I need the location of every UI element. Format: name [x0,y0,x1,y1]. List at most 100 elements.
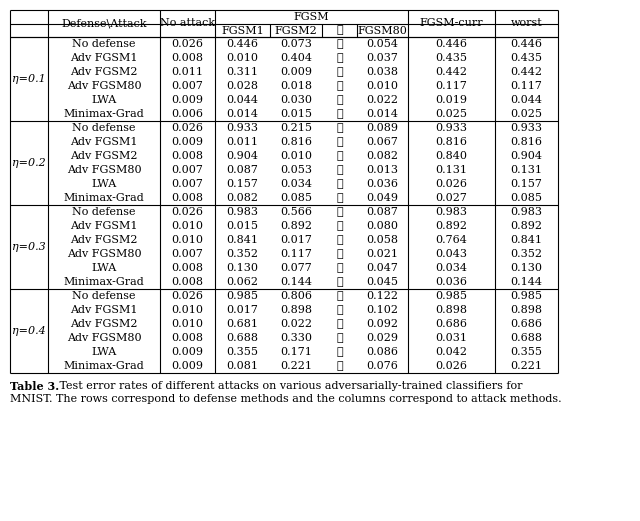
Text: 0.014: 0.014 [227,109,259,119]
Text: 0.009: 0.009 [172,137,204,147]
Text: ⋯: ⋯ [336,165,343,175]
Text: ⋯: ⋯ [336,151,343,161]
Text: 0.122: 0.122 [367,291,399,301]
Text: 0.144: 0.144 [280,277,312,287]
Text: 0.904: 0.904 [227,151,259,161]
Text: 0.026: 0.026 [172,207,204,217]
Text: 0.082: 0.082 [367,151,399,161]
Text: Minimax-Grad: Minimax-Grad [63,277,145,287]
Text: 0.221: 0.221 [280,361,312,371]
Text: Adv FGSM2: Adv FGSM2 [70,67,138,77]
Text: worst: worst [511,19,542,29]
Text: 0.089: 0.089 [367,123,399,133]
Text: 0.446: 0.446 [511,39,543,49]
Text: 0.018: 0.018 [280,81,312,91]
Text: η=0.3: η=0.3 [12,242,46,252]
Text: 0.157: 0.157 [227,179,259,189]
Text: ⋯: ⋯ [336,193,343,203]
Text: η=0.4: η=0.4 [12,326,46,336]
Text: Minimax-Grad: Minimax-Grad [63,193,145,203]
Text: ⋯: ⋯ [336,277,343,287]
Text: Adv FGSM1: Adv FGSM1 [70,53,138,63]
Text: 0.933: 0.933 [435,123,467,133]
Text: 0.009: 0.009 [172,347,204,357]
Text: 0.009: 0.009 [172,361,204,371]
Text: 0.130: 0.130 [227,263,259,273]
Text: 0.008: 0.008 [172,333,204,343]
Text: 0.171: 0.171 [280,347,312,357]
Text: 0.010: 0.010 [280,151,312,161]
Text: 0.008: 0.008 [172,277,204,287]
Text: ⋯: ⋯ [336,26,343,35]
Text: No defense: No defense [72,39,136,49]
Text: 0.026: 0.026 [172,123,204,133]
Text: 0.017: 0.017 [280,235,312,245]
Text: 0.446: 0.446 [435,39,467,49]
Text: 0.017: 0.017 [227,305,259,315]
Text: 0.086: 0.086 [367,347,399,357]
Text: Adv FGSM2: Adv FGSM2 [70,235,138,245]
Text: ⋯: ⋯ [336,109,343,119]
Text: 0.010: 0.010 [172,319,204,329]
Text: No defense: No defense [72,123,136,133]
Text: 0.008: 0.008 [172,53,204,63]
Text: 0.442: 0.442 [435,67,467,77]
Text: 0.026: 0.026 [172,39,204,49]
Text: η=0.1: η=0.1 [12,74,46,84]
Text: ⋯: ⋯ [336,347,343,357]
Text: FGSM80: FGSM80 [358,26,408,35]
Text: FGSM2: FGSM2 [275,26,317,35]
Text: No defense: No defense [72,291,136,301]
Text: 0.087: 0.087 [367,207,399,217]
Text: 0.435: 0.435 [511,53,543,63]
Text: ⋯: ⋯ [336,263,343,273]
Text: 0.117: 0.117 [436,81,467,91]
Text: 0.215: 0.215 [280,123,312,133]
Text: No defense: No defense [72,207,136,217]
Text: Adv FGSM1: Adv FGSM1 [70,305,138,315]
Text: 0.045: 0.045 [367,277,399,287]
Text: 0.006: 0.006 [172,109,204,119]
Text: 0.021: 0.021 [367,249,399,259]
Text: 0.067: 0.067 [367,137,399,147]
Text: 0.117: 0.117 [280,249,312,259]
Text: No attack: No attack [160,19,215,29]
Text: 0.157: 0.157 [511,179,543,189]
Text: 0.042: 0.042 [435,347,467,357]
Text: 0.008: 0.008 [172,263,204,273]
Text: 0.015: 0.015 [227,221,259,231]
Text: 0.221: 0.221 [511,361,543,371]
Text: ⋯: ⋯ [336,305,343,315]
Text: 0.026: 0.026 [435,179,467,189]
Text: 0.983: 0.983 [511,207,543,217]
Text: FGSM: FGSM [294,12,330,22]
Text: 0.031: 0.031 [435,333,467,343]
Text: 0.085: 0.085 [511,193,543,203]
Text: Adv FGSM80: Adv FGSM80 [67,165,141,175]
Text: LWA: LWA [92,95,116,105]
Text: 0.985: 0.985 [511,291,543,301]
Text: ⋯: ⋯ [336,81,343,91]
Text: Minimax-Grad: Minimax-Grad [63,361,145,371]
Text: ⋯: ⋯ [336,95,343,105]
Text: ⋯: ⋯ [336,179,343,189]
Text: LWA: LWA [92,347,116,357]
Text: 0.010: 0.010 [172,305,204,315]
Text: ⋯: ⋯ [336,67,343,77]
Text: Adv FGSM80: Adv FGSM80 [67,333,141,343]
Text: 0.008: 0.008 [172,151,204,161]
Text: Adv FGSM1: Adv FGSM1 [70,137,138,147]
Text: ⋯: ⋯ [336,123,343,133]
Text: LWA: LWA [92,179,116,189]
Text: ⋯: ⋯ [336,53,343,63]
Text: 0.034: 0.034 [280,179,312,189]
Text: 0.043: 0.043 [435,249,467,259]
Text: ⋯: ⋯ [336,235,343,245]
Text: 0.028: 0.028 [227,81,259,91]
Text: 0.008: 0.008 [172,193,204,203]
Text: Adv FGSM80: Adv FGSM80 [67,81,141,91]
Text: 0.933: 0.933 [511,123,543,133]
Text: 0.355: 0.355 [511,347,543,357]
Text: ⋯: ⋯ [336,291,343,301]
Text: Minimax-Grad: Minimax-Grad [63,109,145,119]
